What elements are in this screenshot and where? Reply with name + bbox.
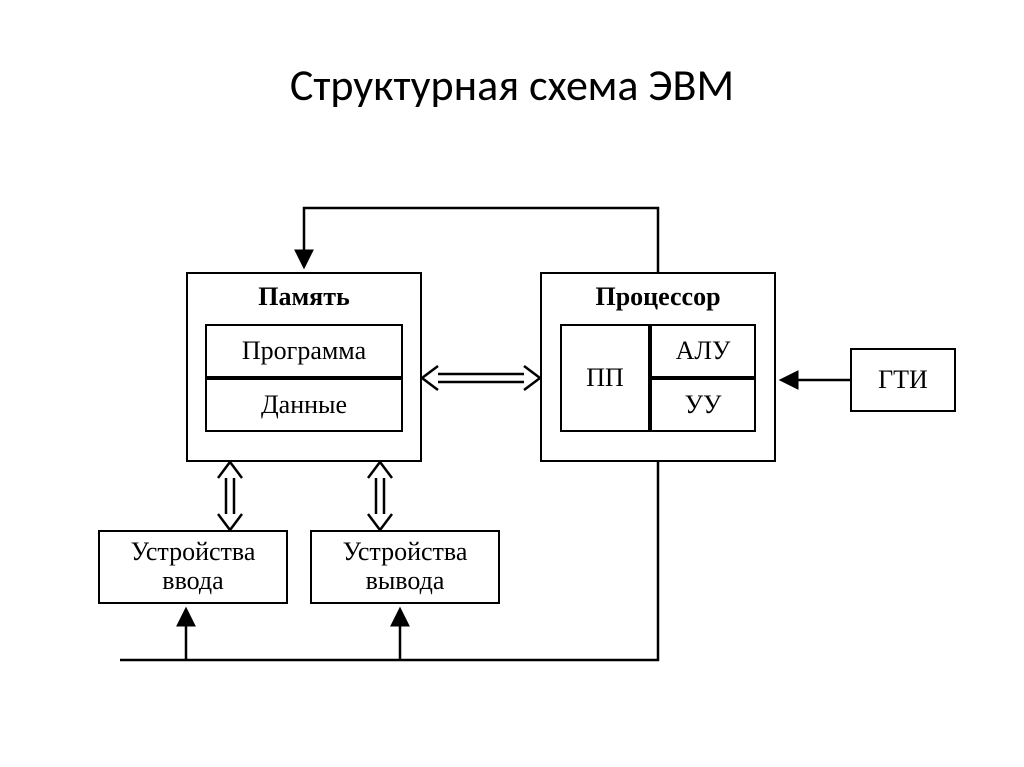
memory-title: Память bbox=[258, 282, 350, 312]
memory-program-label: Программа bbox=[242, 336, 366, 366]
memory-data-label: Данные bbox=[261, 390, 347, 420]
input-devices-block: Устройства ввода bbox=[98, 530, 288, 604]
gti-block: ГТИ bbox=[850, 348, 956, 412]
input-devices-label-1: Устройства bbox=[131, 538, 256, 567]
processor-uu-label: УУ bbox=[685, 390, 722, 420]
processor-alu-cell: АЛУ bbox=[650, 324, 756, 378]
processor-pp-cell: ПП bbox=[560, 324, 650, 432]
edge-processor-to-memory-top bbox=[304, 208, 658, 272]
processor-pp-label: ПП bbox=[586, 363, 624, 393]
output-devices-label-2: вывода bbox=[366, 567, 445, 596]
edge-memory-output bbox=[368, 462, 392, 530]
page-title: Структурная схема ЭВМ bbox=[0, 58, 1024, 112]
processor-title: Процессор bbox=[595, 282, 720, 312]
output-devices-label-1: Устройства bbox=[343, 538, 468, 567]
output-devices-block: Устройства вывода bbox=[310, 530, 500, 604]
edge-memory-processor bbox=[422, 366, 540, 390]
gti-label: ГТИ bbox=[878, 365, 928, 395]
memory-data-cell: Данные bbox=[205, 378, 403, 432]
diagram-canvas: Структурная схема ЭВМ Память Программа Д… bbox=[0, 0, 1024, 767]
input-devices-label-2: ввода bbox=[162, 567, 223, 596]
processor-uu-cell: УУ bbox=[650, 378, 756, 432]
memory-program-cell: Программа bbox=[205, 324, 403, 378]
edge-input-memory bbox=[218, 462, 242, 530]
processor-alu-label: АЛУ bbox=[676, 336, 731, 366]
